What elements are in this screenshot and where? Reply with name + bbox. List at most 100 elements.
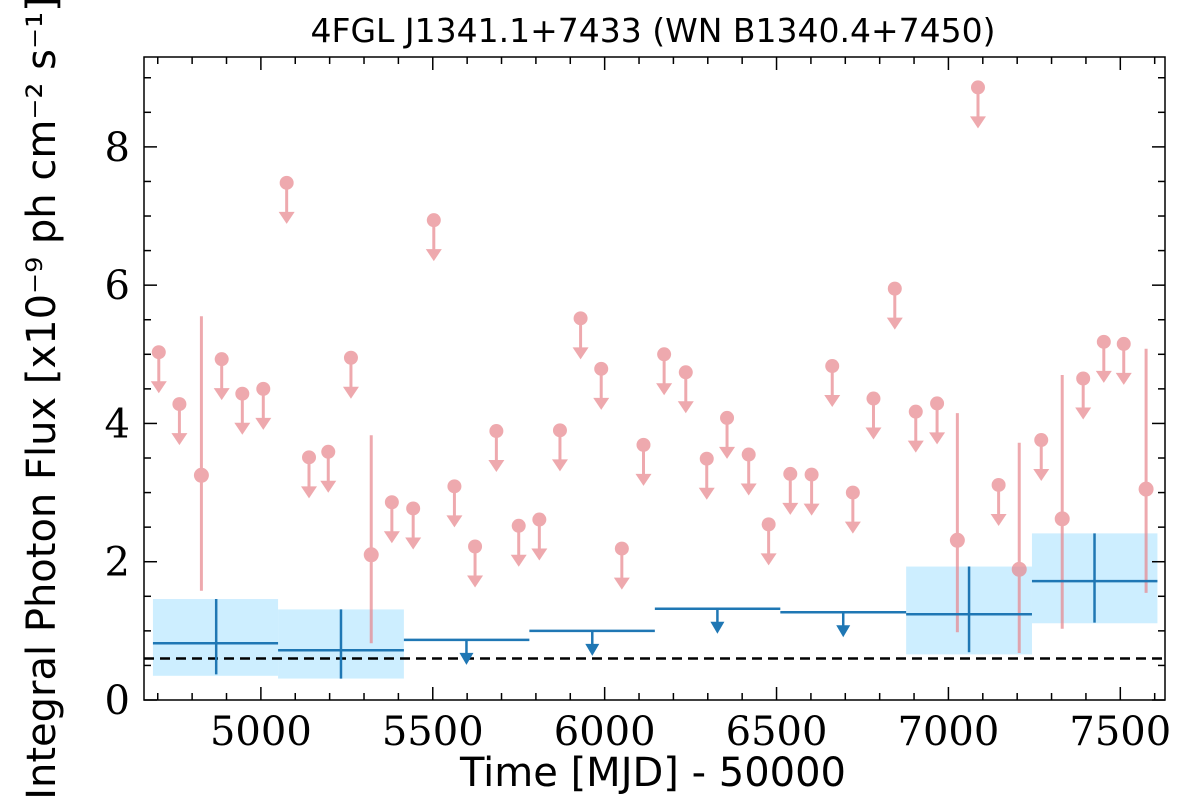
upper-limit-arrow — [803, 503, 820, 516]
upper-limit-marker — [970, 80, 985, 95]
upper-limit-arrow — [171, 433, 188, 446]
short-bin-upper-limit — [551, 423, 568, 472]
upper-limit-marker — [887, 281, 902, 296]
upper-limit-marker — [447, 479, 462, 494]
upper-limit-arrow — [635, 473, 652, 486]
upper-limit-arrow — [342, 386, 359, 399]
upper-limit-marker — [991, 477, 1006, 492]
short-bin-upper-limit — [1115, 336, 1132, 385]
upper-limit-arrow — [824, 395, 841, 408]
short-bin-upper-limit — [531, 512, 548, 561]
x-tick-label: 7000 — [898, 709, 1000, 755]
short-bin-upper-limit — [488, 424, 505, 473]
detection-marker — [193, 467, 209, 483]
short-bin-upper-limit — [719, 410, 736, 459]
short-bin-detection — [363, 435, 379, 644]
upper-limit-marker — [468, 539, 483, 554]
short-bin-upper-limit — [301, 450, 318, 499]
upper-limit-arrow — [446, 515, 463, 528]
short-bin-upper-limit — [320, 444, 337, 493]
short-bin-upper-limit — [782, 466, 799, 515]
upper-limit-marker — [573, 311, 588, 326]
x-axis-label: Time [MJD] - 50000 — [459, 750, 846, 796]
upper-limit-marker — [804, 467, 819, 482]
upper-limit-marker — [720, 410, 735, 425]
short-bin-upper-limit — [467, 539, 484, 588]
short-bin-upper-limit — [824, 359, 841, 408]
upper-limit-arrow — [593, 397, 610, 410]
short-bin-upper-limit — [656, 347, 673, 396]
short-bin-upper-limit — [635, 437, 652, 486]
upper-limit-arrow — [656, 383, 673, 396]
upper-limit-arrow — [213, 388, 230, 401]
upper-limit-marker — [866, 391, 881, 406]
upper-limit-arrow — [1115, 372, 1132, 385]
upper-limit-arrow — [760, 553, 777, 566]
short-bin-detection — [1138, 348, 1154, 593]
upper-limit-arrow — [383, 531, 400, 544]
x-tick-label: 5500 — [382, 709, 484, 755]
x-tick-label: 7500 — [1069, 709, 1171, 755]
upper-limit-marker — [699, 451, 714, 466]
upper-limit-marker — [636, 437, 651, 452]
upper-limit-marker — [532, 512, 547, 527]
upper-limit-arrow — [677, 401, 694, 414]
axes-frame — [143, 56, 1166, 701]
upper-limit-arrow — [613, 577, 630, 590]
y-tick-label: 4 — [105, 401, 130, 447]
x-tick-label: 6500 — [726, 709, 828, 755]
short-bin-upper-limit — [677, 365, 694, 414]
upper-limit-arrow — [990, 513, 1007, 526]
short-bin-detection — [193, 316, 209, 591]
upper-limit-arrow — [929, 432, 946, 445]
upper-limit-arrow — [1033, 469, 1050, 482]
short-bin-upper-limit — [803, 467, 820, 516]
x-tick-label: 5000 — [210, 709, 312, 755]
upper-limit-marker — [489, 424, 504, 439]
long-bin-upper-limit-arrow — [836, 625, 851, 638]
upper-limit-marker — [406, 501, 421, 516]
upper-limit-marker — [741, 447, 756, 462]
short-bin-upper-limit — [150, 345, 167, 394]
short-bin-upper-limit — [613, 541, 630, 590]
upper-limit-marker — [302, 450, 317, 465]
upper-limit-arrow — [1075, 407, 1092, 420]
upper-limit-arrow — [572, 347, 589, 360]
short-bin-upper-limit — [990, 477, 1007, 526]
plot-area — [144, 80, 1165, 679]
y-tick-label: 6 — [105, 263, 130, 309]
upper-limit-arrow — [969, 116, 986, 129]
short-bin-upper-limit — [929, 396, 946, 445]
short-bin-upper-limit — [234, 386, 251, 435]
short-bin-upper-limit — [1095, 334, 1112, 383]
upper-limit-marker — [845, 485, 860, 500]
upper-limit-marker — [1076, 371, 1091, 386]
upper-limit-arrow — [740, 483, 757, 496]
short-bin-upper-limit — [886, 281, 903, 330]
upper-limit-arrow — [510, 554, 527, 567]
upper-limit-arrow — [907, 440, 924, 453]
short-bin-upper-limit — [865, 391, 882, 440]
upper-limit-arrow — [782, 502, 799, 515]
upper-limit-arrow — [255, 417, 272, 430]
upper-limit-marker — [321, 444, 336, 459]
upper-limit-marker — [256, 381, 271, 396]
y-tick-label: 0 — [105, 678, 130, 724]
upper-limit-arrow — [551, 459, 568, 472]
upper-limit-marker — [214, 352, 229, 367]
upper-limit-marker — [1034, 433, 1049, 448]
upper-limit-arrow — [425, 249, 442, 262]
detection-marker — [363, 547, 379, 563]
y-tick-label: 8 — [105, 125, 130, 171]
chart-title: 4FGL J1341.1+7433 (WN B1340.4+7450) — [310, 11, 995, 50]
detection-marker — [949, 532, 965, 548]
upper-limit-marker — [825, 359, 840, 374]
short-bin-detection — [1011, 442, 1027, 653]
upper-limit-arrow — [698, 487, 715, 500]
y-axis-label: Integral Photon Flux [x10⁻⁹ ph cm⁻² s⁻¹] — [19, 0, 65, 800]
upper-limit-marker — [930, 396, 945, 411]
upper-limit-arrow — [1095, 370, 1112, 383]
upper-limit-arrow — [301, 486, 318, 499]
upper-limit-marker — [343, 350, 358, 365]
